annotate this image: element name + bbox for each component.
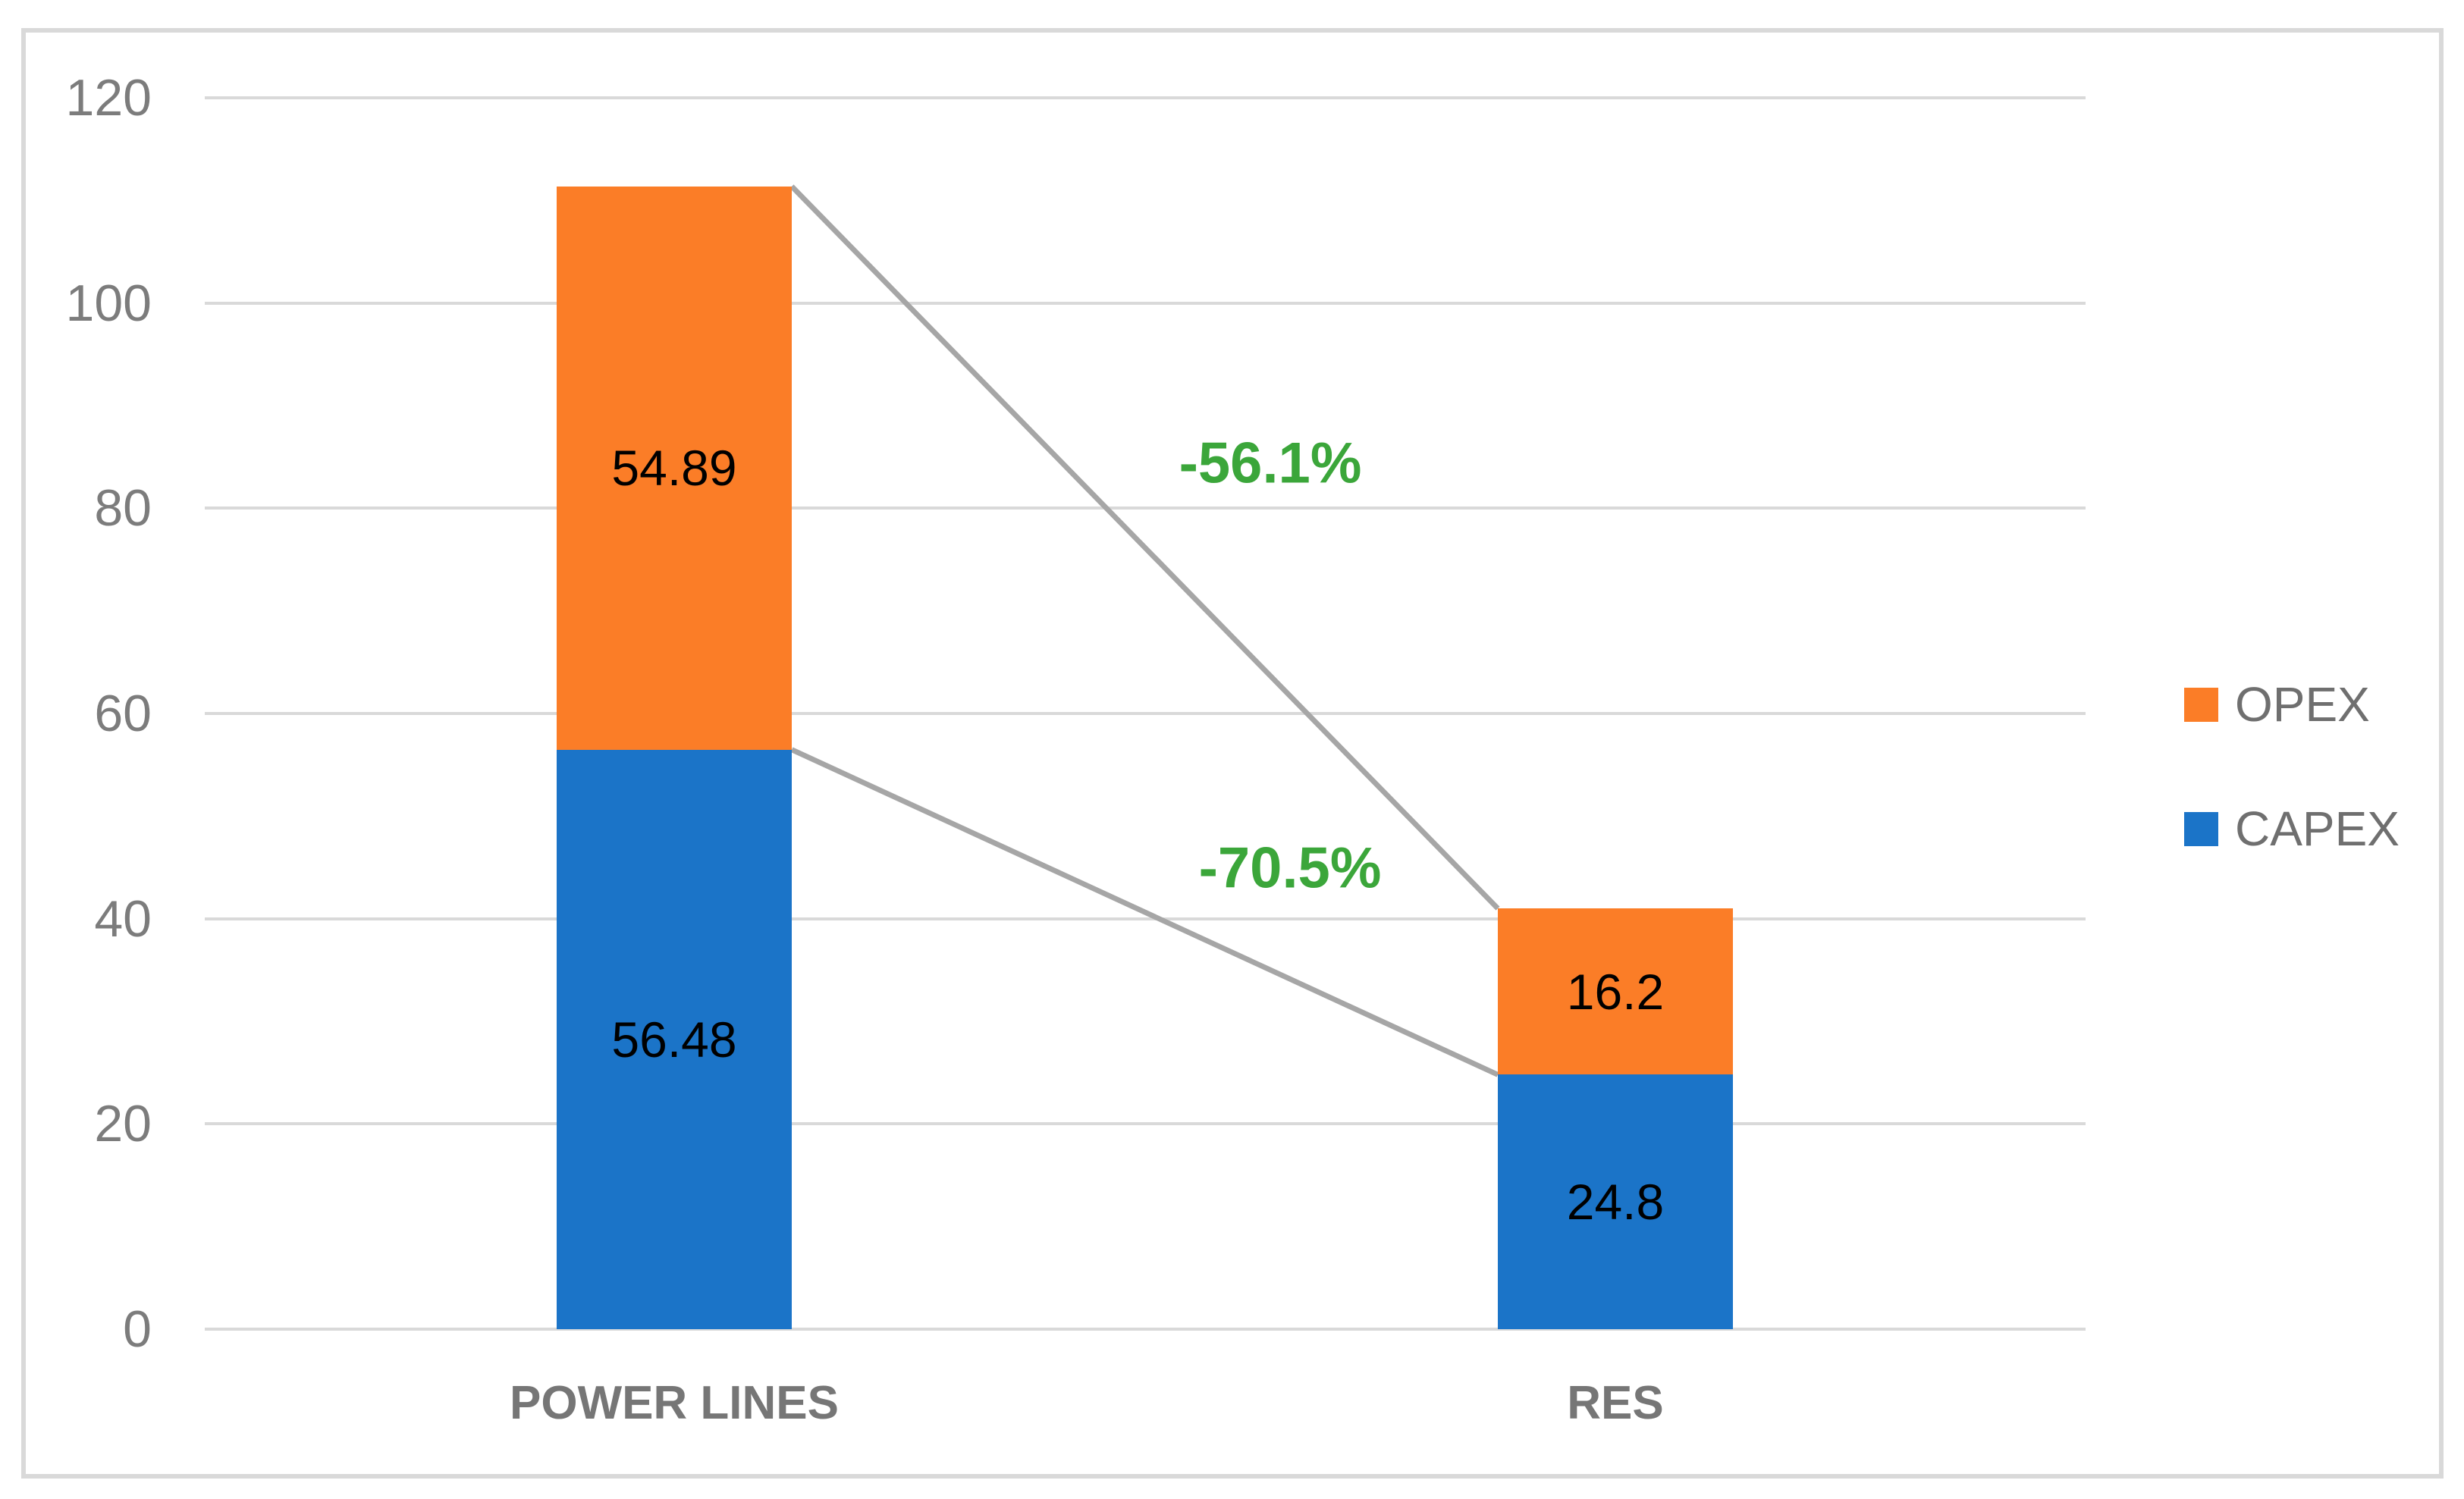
legend-item-opex: OPEX (2184, 680, 2400, 729)
connector-capex (790, 747, 1499, 1077)
legend: OPEX CAPEX (2184, 680, 2400, 853)
chart-frame (21, 28, 2444, 1479)
capex-legend-label: CAPEX (2235, 801, 2400, 856)
capex-swatch-icon (2184, 811, 2218, 846)
opex-swatch-icon (2184, 687, 2218, 722)
connector-total (789, 184, 1500, 911)
legend-item-capex: CAPEX (2184, 804, 2400, 853)
opex-legend-label: OPEX (2235, 677, 2370, 732)
